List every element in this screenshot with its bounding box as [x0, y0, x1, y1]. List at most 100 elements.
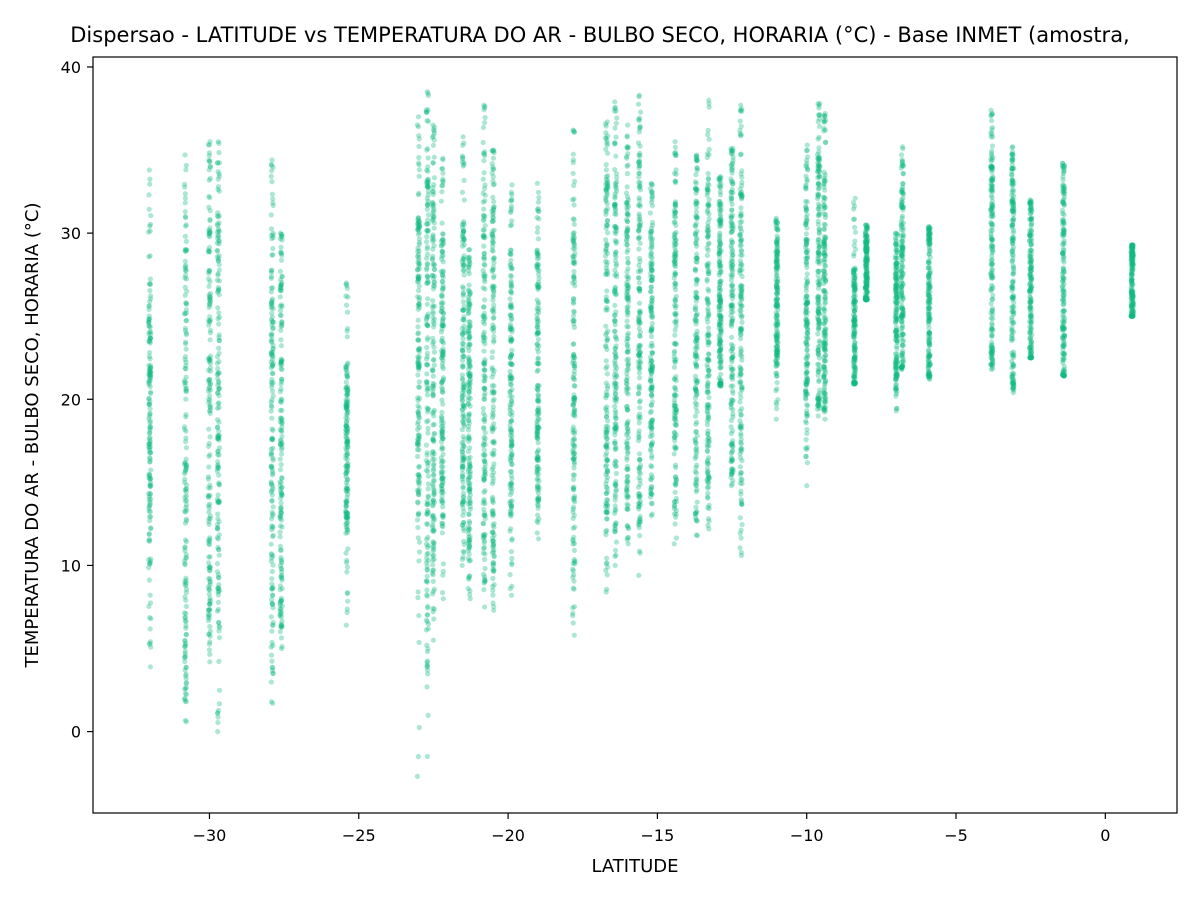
- scatter-point: [534, 420, 540, 427]
- scatter-point: [774, 296, 781, 302]
- scatter-point: [424, 227, 430, 233]
- scatter-point: [269, 397, 275, 403]
- scatter-point: [183, 641, 189, 647]
- scatter-point: [424, 322, 431, 328]
- scatter-point: [183, 493, 190, 499]
- scatter-point: [508, 448, 514, 454]
- scatter-point: [216, 499, 222, 505]
- scatter-point: [279, 445, 285, 451]
- scatter-point: [215, 499, 222, 505]
- scatter-point: [425, 296, 431, 302]
- scatter-point: [215, 435, 221, 441]
- scatter-point: [182, 579, 188, 585]
- scatter-point: [183, 719, 190, 725]
- scatter-point: [491, 567, 497, 573]
- scatter-point: [277, 543, 284, 550]
- scatter-point: [507, 223, 514, 229]
- scatter-point: [415, 303, 421, 309]
- scatter-point: [706, 311, 712, 317]
- scatter-point: [183, 439, 189, 445]
- scatter-point: [706, 271, 712, 277]
- scatter-point: [270, 353, 276, 359]
- scatter-point: [773, 310, 779, 316]
- scatter-point: [739, 446, 745, 452]
- scatter-point: [603, 414, 610, 420]
- scatter-point: [571, 632, 577, 638]
- scatter-point: [739, 458, 745, 464]
- scatter-point: [147, 377, 153, 383]
- scatter-point: [466, 354, 472, 360]
- scatter-point: [440, 348, 446, 354]
- scatter-point: [206, 400, 212, 406]
- scatter-point: [491, 607, 497, 613]
- scatter-point: [461, 443, 467, 449]
- scatter-point: [705, 368, 711, 374]
- scatter-point: [425, 179, 431, 186]
- scatter-point: [270, 427, 276, 433]
- scatter-point: [147, 369, 153, 375]
- scatter-point: [612, 99, 618, 105]
- scatter-point: [206, 301, 212, 307]
- scatter-point: [207, 452, 213, 458]
- scatter-point: [206, 576, 212, 582]
- scatter-point: [206, 612, 213, 618]
- scatter-point: [146, 303, 152, 309]
- scatter-point: [270, 371, 276, 377]
- scatter-point: [636, 451, 643, 457]
- scatter-point: [509, 394, 515, 400]
- scatter-point: [461, 256, 467, 263]
- scatter-point: [414, 266, 421, 273]
- scatter-point: [215, 524, 221, 531]
- scatter-point: [570, 299, 577, 305]
- scatter-point: [460, 418, 466, 424]
- scatter-point: [215, 714, 221, 720]
- scatter-point: [207, 624, 213, 630]
- scatter-point: [460, 410, 466, 417]
- scatter-point: [278, 442, 284, 448]
- scatter-point: [466, 247, 472, 253]
- scatter-point: [182, 644, 188, 650]
- scatter-point: [182, 698, 188, 704]
- scatter-point: [572, 376, 578, 383]
- scatter-point: [277, 600, 283, 606]
- scatter-point: [207, 163, 213, 170]
- scatter-point: [416, 283, 422, 289]
- scatter-point: [491, 314, 497, 321]
- scatter-point: [278, 250, 284, 256]
- scatter-point: [268, 302, 274, 308]
- scatter-point: [425, 646, 431, 652]
- scatter-point: [612, 358, 618, 364]
- scatter-point: [343, 402, 350, 408]
- scatter-point: [425, 385, 432, 391]
- scatter-point: [604, 458, 610, 464]
- scatter-point: [460, 291, 467, 297]
- scatter-point: [625, 122, 631, 128]
- scatter-point: [460, 364, 466, 370]
- scatter-point: [425, 184, 431, 190]
- scatter-point: [612, 553, 618, 559]
- scatter-point: [439, 430, 445, 436]
- scatter-point: [279, 492, 285, 498]
- scatter-point: [461, 520, 467, 526]
- scatter-point: [729, 272, 736, 278]
- scatter-point: [206, 516, 212, 522]
- scatter-point: [673, 171, 679, 177]
- scatter-point: [625, 445, 631, 451]
- scatter-point: [216, 370, 222, 376]
- scatter-point: [278, 623, 284, 629]
- scatter-point: [216, 267, 222, 273]
- scatter-point: [207, 368, 214, 374]
- scatter-point: [604, 201, 610, 207]
- scatter-point: [460, 307, 466, 313]
- scatter-point: [148, 371, 154, 377]
- scatter-point: [716, 270, 723, 276]
- scatter-point: [207, 579, 213, 585]
- scatter-point: [147, 356, 153, 362]
- scatter-point: [182, 548, 188, 554]
- scatter-point: [416, 300, 422, 307]
- scatter-point: [215, 258, 221, 264]
- scatter-point: [624, 457, 630, 463]
- scatter-point: [461, 436, 467, 442]
- scatter-point: [415, 227, 421, 233]
- scatter-point: [440, 322, 447, 329]
